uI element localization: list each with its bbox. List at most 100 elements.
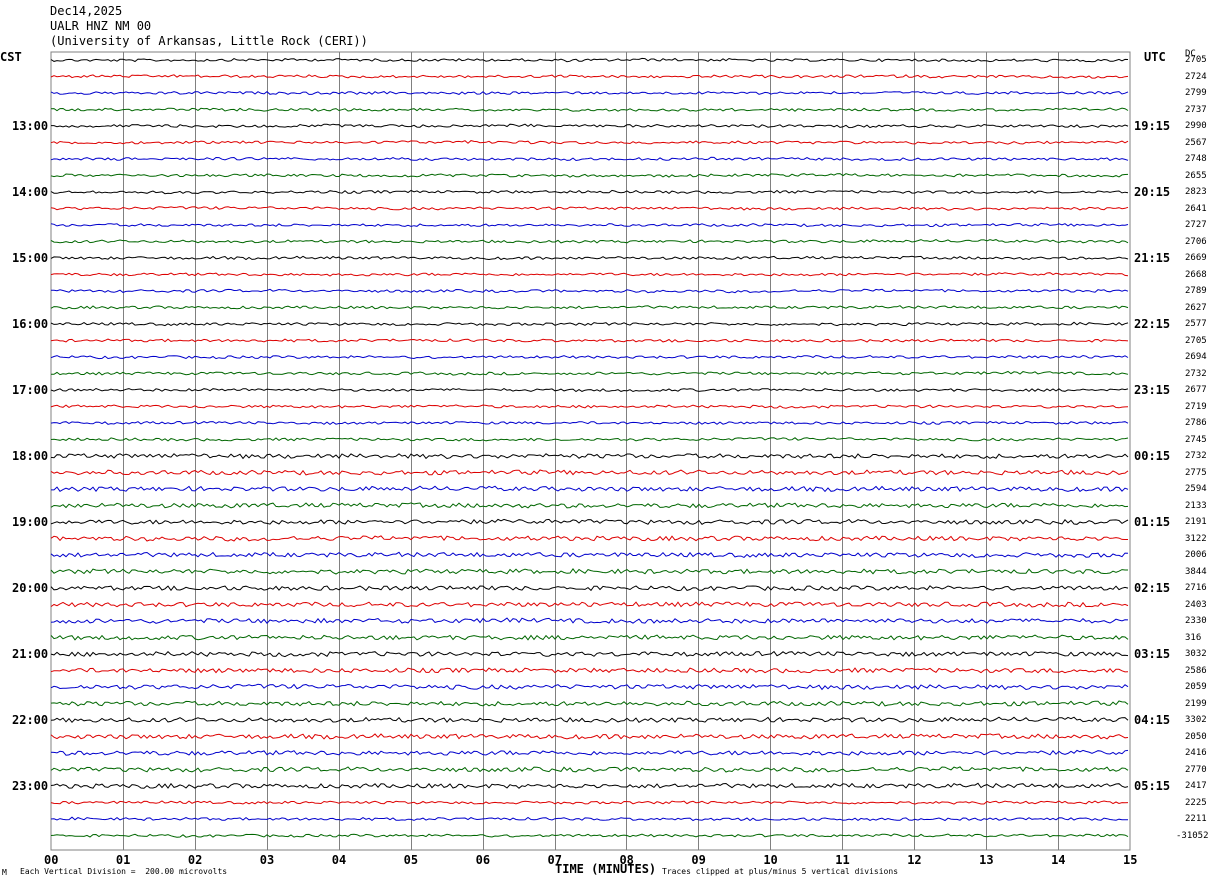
x-tick-label: 13: [979, 853, 994, 867]
trace-line: [50, 90, 1129, 95]
right-time-label: 19:15: [1134, 119, 1171, 133]
dc-offset-label: 2641: [1185, 203, 1207, 214]
dc-offset-label: 2403: [1185, 599, 1207, 610]
dc-offset-label: 2727: [1185, 220, 1207, 230]
dc-offset-label: 2705: [1185, 55, 1207, 65]
right-time-label: 22:15: [1134, 317, 1171, 331]
x-tick-label: 15: [1123, 853, 1138, 867]
dc-offset-label: 2416: [1185, 748, 1207, 758]
right-time-label: 04:15: [1134, 713, 1171, 727]
dc-offset-label: 2706: [1185, 236, 1207, 247]
trace-line: [50, 650, 1129, 658]
dc-offset-label: 2990: [1185, 121, 1207, 131]
x-tick-label: 06: [475, 853, 491, 867]
trace-line: [51, 370, 1129, 376]
dc-offset-label: 316: [1185, 632, 1202, 643]
dc-offset-label: 2594: [1185, 484, 1207, 494]
dc-offset-label: -31052: [1176, 830, 1209, 841]
trace-line: [50, 387, 1129, 393]
left-time-label: 16:00: [12, 317, 49, 331]
x-tick-label: 11: [835, 853, 850, 867]
left-time-label: 23:00: [12, 779, 49, 793]
trace-line: [50, 321, 1129, 327]
x-tick-label: 09: [691, 853, 706, 867]
institution-label: (University of Arkansas, Little Rock (CE…: [50, 34, 368, 48]
dc-offset-label: 2417: [1185, 781, 1207, 791]
left-time-label: 21:00: [12, 647, 49, 661]
trace-line: [50, 420, 1129, 426]
dc-offset-label: 2737: [1185, 104, 1207, 115]
x-tick-label: 02: [187, 853, 203, 867]
dc-offset-label: 2655: [1185, 170, 1207, 181]
trace-line: [50, 239, 1129, 244]
trace-line: [50, 518, 1129, 525]
right-time-label: 21:15: [1134, 251, 1171, 265]
right-time-label: 23:15: [1134, 383, 1171, 397]
dc-header-label: DC: [1185, 49, 1196, 59]
dc-offset-label: 2724: [1185, 71, 1207, 82]
trace-line: [50, 683, 1129, 691]
trace-line: [50, 189, 1129, 195]
trace-line: [50, 782, 1129, 789]
left-time-label: 15:00: [12, 251, 49, 265]
dc-offset-label: 2669: [1185, 253, 1207, 263]
x-tick-label: 03: [259, 853, 275, 867]
left-time-label: 14:00: [12, 185, 49, 199]
dc-offset-label: 2705: [1185, 335, 1207, 346]
dc-offset-label: 2745: [1185, 434, 1207, 445]
x-axis-label: TIME (MINUTES): [555, 862, 657, 876]
dc-offset-label: 2748: [1185, 154, 1207, 164]
trace-line: [50, 800, 1129, 805]
trace-line: [50, 469, 1129, 476]
right-time-label: 00:15: [1134, 449, 1171, 463]
trace-line: [50, 404, 1129, 409]
utc-zone-label: UTC: [1144, 50, 1166, 64]
dc-offset-label: 2059: [1185, 682, 1207, 692]
trace-line: [50, 749, 1129, 756]
dc-offset-label: 2199: [1185, 698, 1207, 709]
right-time-label: 01:15: [1134, 515, 1171, 529]
dc-offset-label: 2133: [1185, 500, 1207, 511]
dc-offset-label: 3122: [1185, 533, 1207, 544]
trace-line: [50, 551, 1129, 558]
trace-line: [50, 766, 1129, 773]
trace-line: [50, 535, 1128, 542]
x-tick-label: 10: [763, 853, 778, 867]
station-label: UALR HNZ NM 00: [50, 19, 152, 33]
left-time-label: 18:00: [12, 449, 49, 463]
x-tick-label: 08: [619, 853, 634, 867]
dc-offset-label: 2775: [1185, 467, 1207, 478]
dc-offset-label: 2330: [1185, 616, 1207, 626]
right-time-label: 05:15: [1134, 779, 1171, 793]
dc-offset-label: 2567: [1185, 137, 1207, 148]
dc-offset-label: 2770: [1185, 764, 1207, 775]
trace-line: [50, 833, 1129, 838]
dc-offset-label: 2694: [1185, 352, 1207, 362]
trace-line: [50, 667, 1129, 674]
x-tick-label: 05: [403, 853, 419, 867]
dc-offset-label: 2627: [1185, 302, 1207, 313]
trace-line: [50, 617, 1129, 624]
dc-offset-label: 2191: [1185, 517, 1207, 527]
trace-line: [50, 502, 1129, 509]
dc-offset-label: 2050: [1185, 731, 1207, 742]
trace-line: [50, 156, 1129, 162]
trace-line: [50, 354, 1129, 360]
dc-offset-label: 2786: [1185, 418, 1207, 428]
left-time-label: 20:00: [12, 581, 49, 595]
dc-offset-label: 2732: [1185, 368, 1207, 379]
x-tick-label: 07: [547, 853, 562, 867]
x-tick-label: 12: [907, 853, 922, 867]
x-tick-label: 00: [44, 853, 59, 867]
plot-frame: [50, 51, 1131, 851]
trace-line: [50, 585, 1129, 592]
trace-line: [50, 206, 1129, 211]
trace-line: [50, 173, 1129, 178]
trace-line: [50, 634, 1129, 641]
left-time-label: 13:00: [12, 119, 49, 133]
trace-line: [50, 733, 1129, 740]
dc-offset-label: 2732: [1185, 451, 1207, 461]
trace-line: [51, 288, 1129, 294]
cst-zone-label: CST: [0, 50, 22, 64]
